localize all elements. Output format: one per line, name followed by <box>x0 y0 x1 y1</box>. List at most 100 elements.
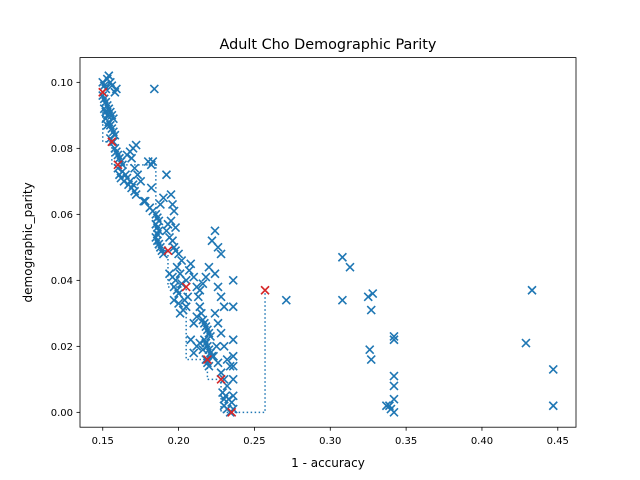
data-point <box>161 170 172 180</box>
data-point <box>161 226 172 236</box>
data-point <box>228 335 238 345</box>
data-point <box>211 341 222 351</box>
data-point <box>133 170 143 180</box>
data-point <box>210 226 220 236</box>
y-tick-label: 0.04 <box>51 276 73 287</box>
data-point <box>219 341 229 351</box>
data-point <box>389 331 399 342</box>
data-point <box>186 259 196 269</box>
data-point <box>146 183 156 193</box>
data-point <box>166 189 176 200</box>
data-point <box>170 222 181 233</box>
data-point <box>216 249 226 259</box>
data-point <box>227 397 237 408</box>
pareto-point <box>227 407 237 417</box>
x-tick-label: 0.35 <box>395 436 417 447</box>
data-point <box>389 335 399 345</box>
data-point <box>192 312 202 322</box>
data-point <box>228 302 238 312</box>
data-point <box>140 196 150 206</box>
data-point <box>181 275 191 285</box>
data-point <box>225 361 235 371</box>
data-point <box>184 265 194 276</box>
pareto-point <box>202 354 212 365</box>
data-point <box>219 394 229 404</box>
data-point <box>104 71 114 81</box>
data-point <box>101 114 111 124</box>
data-point <box>175 308 185 318</box>
data-point <box>148 156 158 167</box>
data-point <box>527 285 537 295</box>
data-point <box>189 272 199 282</box>
data-point <box>228 374 238 384</box>
data-point <box>127 153 137 163</box>
data-point <box>228 361 238 371</box>
data-point <box>213 242 223 252</box>
data-point <box>363 292 373 302</box>
data-point <box>130 163 140 173</box>
pareto-point <box>181 282 191 292</box>
data-point <box>389 394 399 404</box>
data-point <box>210 308 220 318</box>
y-tick-label: 0.08 <box>51 144 73 155</box>
y-axis: 0.00 0.02 0.04 0.06 0.08 0.10 <box>51 78 80 419</box>
data-point <box>131 189 141 200</box>
data-point <box>228 391 238 401</box>
data-point <box>136 176 146 186</box>
x-tick-label: 0.30 <box>319 436 341 447</box>
data-point <box>521 338 531 348</box>
axes-frame <box>79 57 577 428</box>
data-point <box>389 381 399 391</box>
data-point <box>548 401 558 411</box>
data-point <box>169 295 179 305</box>
data-point <box>172 262 182 272</box>
x-tick-label: 0.25 <box>243 436 265 447</box>
x-axis: 0.15 0.20 0.25 0.30 0.35 0.40 0.45 <box>92 427 569 447</box>
data-point <box>210 269 220 279</box>
y-axis-label: demographic_parity <box>21 182 35 302</box>
x-tick-label: 0.40 <box>471 436 493 447</box>
data-point <box>195 338 205 348</box>
data-point <box>193 292 203 302</box>
data-point <box>213 282 223 292</box>
data-point <box>102 120 112 130</box>
data-point <box>216 292 226 302</box>
data-point <box>107 81 117 91</box>
chart-title: Adult Cho Demographic Parity <box>220 37 437 53</box>
data-point <box>281 295 291 305</box>
y-tick-label: 0.06 <box>51 210 73 221</box>
data-point <box>213 318 223 328</box>
y-tick-label: 0.02 <box>51 342 73 353</box>
data-point <box>548 364 558 375</box>
pareto-point <box>107 137 117 147</box>
data-point <box>149 84 159 94</box>
data-point <box>158 193 168 203</box>
data-point <box>170 275 181 285</box>
data-point <box>110 130 120 140</box>
pareto-point <box>163 246 173 256</box>
data-point <box>155 199 165 210</box>
data-point <box>128 180 138 190</box>
data-point <box>163 219 173 229</box>
pareto-point <box>216 374 226 384</box>
y-tick-label: 0.00 <box>51 408 73 419</box>
data-point <box>368 288 378 299</box>
data-point <box>216 368 226 378</box>
data-point <box>228 351 238 361</box>
pareto-point <box>113 160 123 170</box>
data-point <box>389 371 399 381</box>
data-point <box>389 407 399 417</box>
data-point <box>174 249 184 259</box>
data-point <box>201 272 211 282</box>
pareto-point <box>260 285 270 295</box>
x-tick-label: 0.45 <box>547 436 569 447</box>
data-point <box>113 163 123 173</box>
data-point <box>198 345 208 355</box>
x-tick-label: 0.15 <box>92 436 114 447</box>
data-point <box>381 401 391 411</box>
data-point <box>216 328 226 338</box>
data-point <box>198 279 208 289</box>
data-point <box>131 140 141 150</box>
